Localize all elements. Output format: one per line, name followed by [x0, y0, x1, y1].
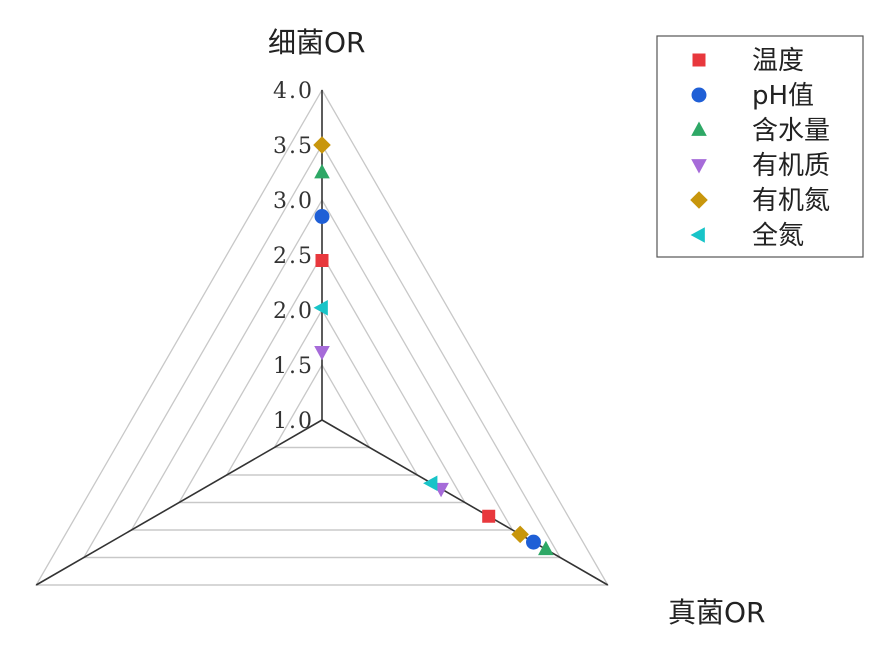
- data-point-2-axis-1: [538, 540, 554, 556]
- legend-label-0: 温度: [752, 46, 804, 76]
- tick-label: 4.0: [273, 79, 314, 104]
- legend-label-5: 全氮: [752, 221, 804, 251]
- tick-label: 3.5: [273, 134, 314, 159]
- data-point-4-axis-1: [511, 525, 529, 544]
- legend-box: [656, 35, 864, 258]
- legend-label-1: pH值: [752, 81, 814, 111]
- data-points: [313, 136, 554, 556]
- tick-label: 2.0: [273, 299, 314, 324]
- legend-label-4: 有机氮: [752, 186, 830, 216]
- legend-marker-3: [691, 159, 707, 174]
- legend-marker-2: [691, 121, 707, 136]
- legend-marker-4: [690, 191, 708, 209]
- axis-line-2: [35, 419, 323, 586]
- legend-marker-5: [690, 227, 705, 243]
- axis-title-bacteria: 细菌OR: [268, 26, 366, 59]
- radial-tick-labels: 1.0 1.5 2.0 2.5 3.0 3.5 4.0: [273, 79, 314, 434]
- tick-label: 3.0: [273, 189, 314, 214]
- tick-label: 1.0: [273, 409, 314, 434]
- data-point-1-axis-1: [526, 534, 541, 550]
- legend-label-2: 含水量: [752, 116, 830, 146]
- axis-title-fungi: 真菌OR: [668, 596, 766, 629]
- radar-grid: [35, 88, 609, 586]
- legend-marker-0: [692, 53, 706, 67]
- legend-marker-1: [691, 87, 707, 103]
- data-point-0-axis-0: [315, 254, 329, 267]
- data-point-5-axis-0: [313, 300, 328, 316]
- data-point-5-axis-1: [423, 475, 438, 492]
- data-point-3-axis-0: [314, 345, 330, 361]
- data-point-2-axis-0: [314, 164, 330, 179]
- data-point-0-axis-1: [482, 509, 496, 523]
- tick-label: 2.5: [273, 244, 314, 269]
- axis-line-1: [321, 419, 609, 586]
- data-point-4-axis-0: [313, 136, 331, 154]
- tick-label: 1.5: [273, 354, 314, 379]
- legend-label-3: 有机质: [752, 151, 830, 181]
- data-point-1-axis-0: [314, 209, 330, 224]
